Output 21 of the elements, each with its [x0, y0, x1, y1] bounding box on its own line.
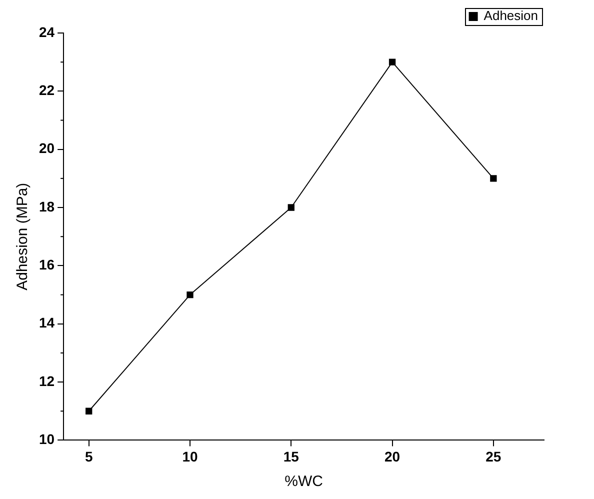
y-tick-label: 24 — [38, 24, 55, 40]
y-tick-label: 20 — [38, 140, 55, 156]
x-tick-label: 20 — [384, 448, 400, 464]
y-tick-label: 16 — [38, 256, 55, 273]
point — [288, 204, 294, 211]
y-tick-label: 14 — [38, 314, 55, 331]
legend-label: Adhesion — [484, 8, 538, 24]
y-axis-title: Adhesion (MPa) — [14, 182, 32, 290]
y-tick-label: 12 — [38, 372, 55, 389]
y-tick-label: 18 — [38, 198, 55, 214]
point — [388, 58, 396, 66]
x-tick-label: 15 — [283, 448, 300, 464]
y-tick-label: 10 — [38, 431, 55, 448]
point — [490, 175, 497, 182]
y-tick-label: 22 — [38, 82, 55, 98]
x-axis-title: %WC — [284, 473, 324, 490]
x-tick-label: 5 — [84, 448, 93, 464]
x-tick-label: 25 — [486, 448, 502, 464]
point — [186, 291, 194, 298]
point — [86, 408, 92, 414]
x-tick-label: 10 — [182, 448, 198, 464]
